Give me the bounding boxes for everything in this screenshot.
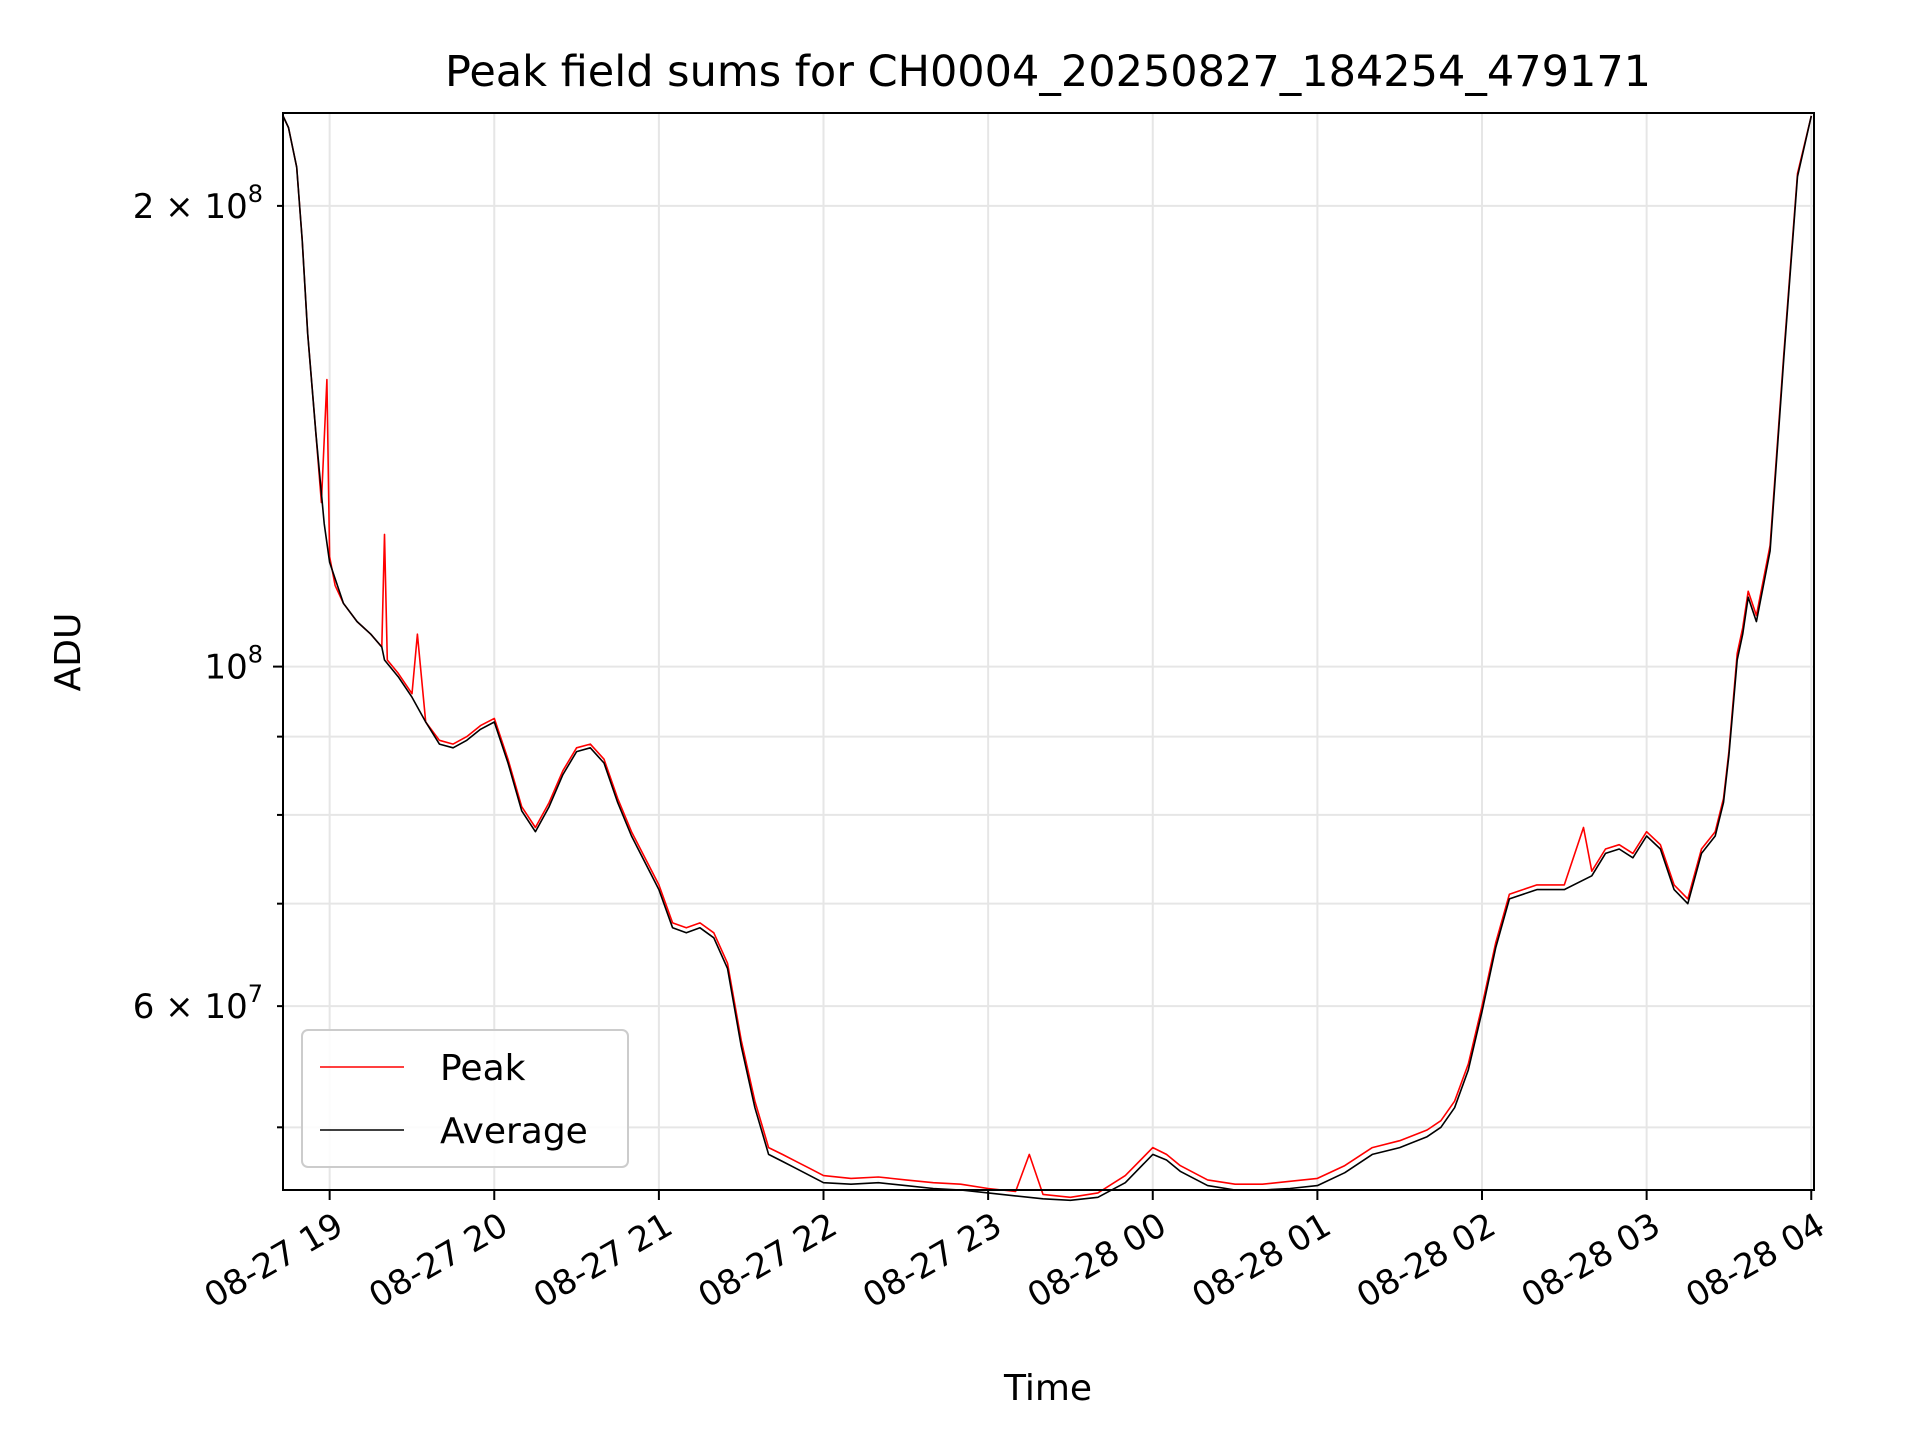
y-axis: 108 6 × 107 2 × 108 — [133, 180, 283, 1129]
x-tick-label: 08-28 03 — [1515, 1205, 1667, 1316]
series-line-peak — [282, 115, 1813, 1199]
series-lines — [282, 115, 1813, 1202]
legend-label-average: Average — [440, 1111, 588, 1152]
x-tick-label: 08-27 20 — [362, 1205, 514, 1316]
x-tick-label: 08-28 00 — [1021, 1205, 1173, 1316]
x-tick-label: 08-28 02 — [1350, 1205, 1502, 1316]
x-tick-label: 08-28 01 — [1185, 1205, 1337, 1316]
y-tick-label: 6 × 107 — [133, 980, 263, 1027]
y-tick-label: 2 × 108 — [133, 180, 263, 227]
series-line-average — [282, 115, 1813, 1202]
legend-label-peak: Peak — [440, 1048, 526, 1089]
x-tick-label: 08-28 04 — [1679, 1205, 1831, 1316]
x-tick-label: 08-27 23 — [856, 1205, 1008, 1316]
legend: Peak Average — [301, 1029, 629, 1168]
y-axis-label: ADU — [48, 613, 89, 692]
x-tick-label: 08-27 21 — [527, 1205, 679, 1316]
x-tick-label: 08-27 19 — [198, 1205, 350, 1316]
x-axis: 08-27 19 08-27 20 08-27 21 08-27 22 08-27 23… — [198, 1190, 1832, 1316]
grid-lines — [283, 113, 1814, 1190]
plot-frame — [282, 112, 1815, 1191]
x-axis-label: Time — [1003, 1368, 1092, 1409]
legend-box — [301, 1029, 629, 1168]
x-tick-label: 08-27 22 — [692, 1205, 844, 1316]
chart-title: Peak field sums for CH0004_20250827_1842… — [445, 47, 1651, 97]
y-tick-label: 108 — [204, 641, 263, 688]
